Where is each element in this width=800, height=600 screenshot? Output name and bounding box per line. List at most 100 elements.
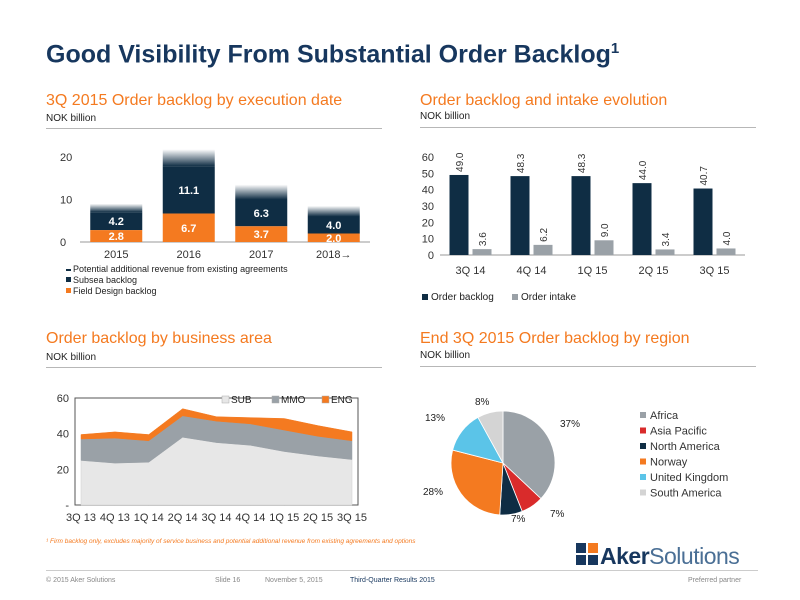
x-tick-label: 4Q 13 — [100, 512, 130, 524]
x-tick-label: 3Q 14 — [202, 512, 232, 524]
y-tick-label: 10 — [60, 195, 72, 207]
legend-swatch — [422, 294, 428, 300]
y-tick-label: 0 — [60, 237, 66, 249]
footer-slide-number: Slide 16 — [215, 577, 241, 584]
field-design-bar — [235, 226, 288, 242]
legend-label: North America — [650, 441, 721, 453]
subsea-data-label: 4.2 — [109, 216, 124, 228]
legend-swatch — [512, 294, 518, 300]
order-backlog-bar — [449, 174, 469, 255]
field-design-bar — [162, 213, 215, 242]
legend-label: SUB — [231, 395, 252, 406]
subsea-data-label: 6.3 — [254, 208, 269, 220]
pie-slice-south-america — [477, 410, 504, 464]
legend-label: Potential additional revenue from existi… — [73, 264, 288, 274]
legend-label: Order backlog — [431, 292, 494, 303]
legend-label: United Kingdom — [650, 472, 728, 484]
pie-data-label: 28% — [423, 487, 443, 498]
y-tick-label: - — [65, 500, 69, 512]
footer-date: November 5, 2015 — [265, 577, 323, 584]
panel-title-region: End 3Q 2015 Order backlog by region — [420, 330, 690, 347]
order-intake-bar — [472, 249, 492, 255]
order-intake-data-label: 3.6 — [478, 232, 489, 246]
order-intake-bar — [594, 240, 614, 255]
x-tick-label: 1Q 15 — [578, 265, 608, 277]
field-design-bar — [307, 233, 360, 242]
panel-title-backlog-intake: Order backlog and intake evolution — [420, 92, 668, 109]
legend-label: Asia Pacific — [650, 426, 707, 438]
order-backlog-bar — [571, 176, 591, 255]
x-tick-label: 3Q 15 — [700, 265, 730, 277]
y-tick-label: 60 — [422, 152, 434, 164]
potential-revenue-bar — [90, 203, 143, 213]
order-backlog-data-label: 44.0 — [638, 160, 649, 180]
order-intake-data-label: 3.4 — [661, 232, 672, 246]
pie-data-label: 7% — [511, 514, 526, 525]
footnote: ¹ Firm backlog only, excludes majority o… — [46, 538, 416, 545]
area-eng — [80, 408, 353, 442]
y-tick-label: 50 — [422, 168, 434, 180]
subsea-bar — [307, 216, 360, 234]
divider — [420, 127, 756, 128]
subsea-bar — [90, 212, 143, 231]
legend-swatch — [66, 277, 71, 282]
pie-data-label: 7% — [550, 509, 565, 520]
legend-label: Field Design backlog — [73, 286, 157, 296]
legend-label: Norway — [650, 457, 688, 469]
pie-data-label: 37% — [560, 419, 580, 430]
x-tick-label: 2018→ — [316, 249, 351, 261]
y-tick-label: 20 — [57, 464, 69, 476]
legend-label: Order intake — [521, 292, 576, 303]
x-tick-label: 2017 — [249, 249, 273, 261]
legend-swatch — [640, 443, 646, 449]
subsea-bar — [162, 166, 215, 214]
y-tick-label: 20 — [422, 217, 434, 229]
legend-swatch — [321, 395, 330, 404]
y-tick-label: 20 — [60, 152, 72, 164]
legend-swatch — [640, 458, 646, 465]
legend-label: South America — [650, 488, 722, 500]
x-tick-label: 2Q 15 — [639, 265, 669, 277]
x-tick-label: 4Q 14 — [517, 265, 547, 277]
order-backlog-data-label: 40.7 — [699, 166, 710, 186]
legend-swatch — [271, 395, 280, 404]
y-tick-label: 60 — [57, 393, 69, 405]
panel-subtitle-business-area: NOK billion — [46, 352, 97, 363]
panel-subtitle-backlog-intake: NOK billion — [420, 111, 471, 122]
order-intake-bar — [533, 244, 553, 255]
x-tick-label: 1Q 14 — [134, 512, 164, 524]
business-area-area-chart: - 20 40 60 3Q 13 4Q 13 1Q 14 2Q 14 3Q 14 4Q 14 1Q … — [57, 393, 367, 524]
order-intake-bar — [716, 248, 736, 255]
order-backlog-data-label: 49.0 — [455, 152, 466, 172]
footer-copyright: © 2015 Aker Solutions — [46, 577, 116, 584]
x-tick-label: 1Q 15 — [269, 512, 299, 524]
field-design-data-label: 6.7 — [181, 223, 196, 235]
order-backlog-bar — [693, 188, 713, 255]
y-tick-label: 0 — [428, 250, 434, 262]
legend-label: ENG — [331, 395, 353, 406]
order-backlog-data-label: 48.3 — [577, 153, 588, 173]
backlog-intake-bar-chart: 0 10 20 30 40 50 60 49.0 3.6 3Q 14 48.3 6.2 4Q 14 48.… — [422, 152, 745, 303]
order-intake-data-label: 6.2 — [539, 228, 550, 242]
legend-swatch — [640, 489, 646, 496]
legend-swatch — [640, 474, 646, 480]
footer-tag: Preferred partner — [688, 577, 742, 584]
field-design-bar — [90, 230, 143, 242]
divider — [420, 366, 756, 367]
order-backlog-bar — [510, 176, 530, 255]
order-intake-bar — [655, 249, 675, 255]
x-tick-label: 3Q 14 — [456, 265, 486, 277]
x-tick-label: 2Q 14 — [168, 512, 198, 524]
slide-title: Good Visibility From Substantial Order B… — [46, 40, 620, 69]
field-design-data-label: 2.0 — [326, 233, 341, 245]
panel-subtitle-region: NOK billion — [420, 350, 471, 361]
pie-data-label: 13% — [425, 413, 445, 424]
x-tick-label: 2015 — [104, 249, 128, 261]
pie-slice-africa — [502, 410, 556, 500]
legend-swatch — [66, 288, 71, 293]
region-pie-chart: 37% 7% 7% 28% 13% 8% Africa Asia Pacific North A… — [423, 397, 728, 525]
potential-revenue-bar — [307, 205, 360, 217]
subsea-data-label: 4.0 — [326, 220, 341, 232]
y-tick-label: 40 — [422, 185, 434, 197]
x-tick-label: 4Q 14 — [235, 512, 265, 524]
